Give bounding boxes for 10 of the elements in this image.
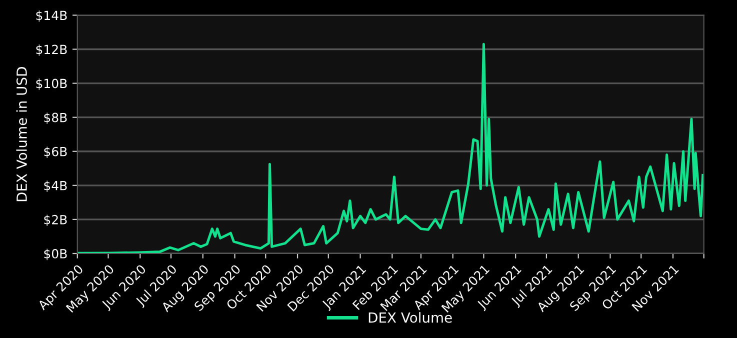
y-tick-label: $4B xyxy=(44,180,67,192)
y-tick-label: $12B xyxy=(36,44,67,56)
legend-label: DEX Volume xyxy=(368,312,452,323)
y-tick-label: $10B xyxy=(36,78,67,90)
y-tick-label: $14B xyxy=(36,10,67,22)
y-tick-label: $8B xyxy=(44,112,67,124)
y-tick-label: $6B xyxy=(44,146,67,158)
y-tick-label: $0B xyxy=(44,248,67,260)
y-tick-label: $2B xyxy=(44,214,67,226)
y-axis-title: DEX Volume in USD xyxy=(16,67,27,202)
